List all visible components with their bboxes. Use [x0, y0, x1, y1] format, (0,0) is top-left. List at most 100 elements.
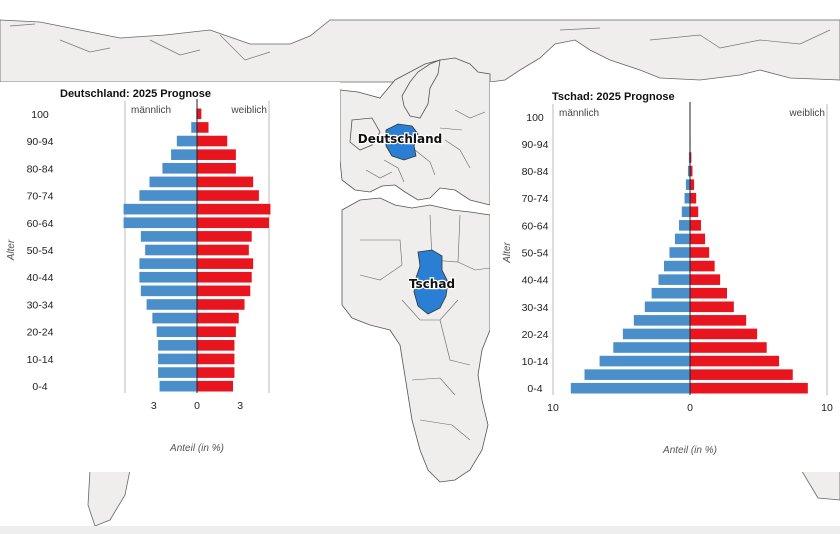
bar-female-55-59 [690, 233, 706, 245]
y-tick-label: 60-64 [522, 220, 549, 232]
y-tick-label: 40-44 [27, 272, 54, 284]
y-tick-label: 70-74 [522, 193, 549, 205]
bar-female-40-44 [197, 271, 252, 283]
y-tick-label: 0-4 [32, 381, 47, 393]
bar-female-45-49 [197, 258, 254, 269]
bar-female-5-9 [197, 367, 235, 378]
bar-female-35-39 [197, 285, 251, 297]
map-country-chad [413, 249, 449, 315]
bar-male-45-49 [139, 258, 197, 269]
bar-male-75-79 [149, 176, 197, 188]
bar-male-95-99 [191, 122, 197, 133]
bar-male-30-34 [146, 299, 197, 310]
y-tick-label: 80-84 [522, 166, 549, 178]
female-label: weiblich [230, 105, 267, 116]
x-tick-label: 10 [547, 402, 559, 414]
bar-female-15-19 [197, 340, 235, 351]
bar-male-40-44 [139, 271, 197, 283]
chart-title: Deutschland: 2025 Prognose [60, 88, 211, 100]
bar-female-85-89 [690, 152, 692, 163]
bar-female-95-99 [197, 122, 209, 133]
bar-male-50-54 [145, 244, 197, 256]
bar-male-35-39 [651, 287, 690, 299]
map-land-africa [341, 197, 491, 483]
bar-female-5-9 [690, 369, 793, 380]
bar-male-70-74 [684, 192, 690, 204]
y-tick-label: 50-54 [27, 245, 54, 257]
bar-female-35-39 [690, 287, 727, 299]
x-axis-label: Anteil (in %) [662, 445, 717, 456]
bar-female-20-24 [690, 328, 758, 340]
bar-male-55-59 [674, 233, 690, 245]
bar-male-30-34 [644, 301, 690, 313]
bar-male-85-89 [688, 152, 690, 163]
x-tick-label: 3 [151, 400, 157, 412]
y-tick-label: 20-24 [27, 327, 54, 339]
map-land-north [0, 19, 840, 83]
bar-male-45-49 [663, 260, 690, 272]
bar-male-10-14 [158, 353, 197, 365]
y-tick-label: 0-4 [527, 383, 542, 395]
y-tick-label: 60-64 [27, 218, 54, 230]
bar-female-0-4 [690, 382, 808, 394]
chart-panel-germany: Deutschland: 2025 Prognose männlich weibli… [0, 82, 340, 472]
bar-female-90-94 [197, 135, 228, 147]
y-tick-label: 90-94 [522, 139, 549, 151]
bar-male-60-64 [123, 217, 197, 229]
y-tick-label: 20-24 [522, 329, 549, 341]
male-label: männlich [131, 105, 171, 116]
bar-female-30-34 [197, 299, 245, 310]
bar-male-75-79 [685, 179, 690, 190]
bar-female-25-29 [197, 312, 239, 324]
y-tick-label: 80-84 [27, 163, 54, 175]
bar-male-80-84 [162, 162, 197, 174]
map-land-britain [349, 117, 381, 151]
bar-female-75-79 [690, 179, 695, 190]
bar-female-85-89 [197, 149, 236, 160]
bar-male-25-29 [633, 315, 690, 326]
y-tick-label: 30-34 [27, 299, 54, 311]
y-axis-label: Alter [502, 242, 513, 264]
bar-male-40-44 [658, 274, 690, 285]
bar-female-15-19 [690, 342, 767, 353]
bar-female-65-69 [197, 203, 271, 215]
bar-male-85-89 [171, 149, 197, 160]
y-tick-label: 90-94 [27, 136, 54, 148]
bar-male-50-54 [669, 247, 690, 258]
bar-male-0-4 [159, 380, 197, 392]
x-axis-label: Anteil (in %) [169, 443, 224, 454]
bar-male-15-19 [158, 340, 197, 351]
bar-male-90-94 [176, 135, 197, 147]
bar-female-75-79 [197, 176, 254, 188]
bar-male-0-4 [570, 382, 690, 394]
y-tick-label: 40-44 [522, 275, 549, 287]
x-tick-label: 0 [687, 402, 693, 414]
population-pyramid-germany: Deutschland: 2025 Prognose männlich weibli… [6, 88, 271, 454]
bar-male-15-19 [613, 342, 690, 353]
bar-female-25-29 [690, 315, 747, 326]
bar-female-30-34 [690, 301, 734, 313]
bar-female-60-64 [197, 217, 269, 229]
x-tick-label: 10 [821, 402, 833, 414]
bar-female-20-24 [197, 326, 236, 338]
y-tick-label: 50-54 [522, 248, 549, 260]
bar-female-10-14 [690, 355, 780, 367]
bar-male-65-69 [123, 203, 197, 215]
bar-male-70-74 [139, 190, 197, 201]
map-land-scandinavia [401, 59, 441, 119]
bar-male-5-9 [584, 369, 690, 380]
bar-male-55-59 [140, 231, 197, 242]
y-tick-label: 10-14 [27, 354, 54, 366]
bar-female-100 [197, 108, 202, 120]
bar-female-0-4 [197, 380, 233, 392]
bar-male-60-64 [679, 220, 690, 231]
y-axis-label: Alter [6, 239, 17, 261]
bar-female-50-54 [197, 244, 249, 256]
map-country-germany [385, 123, 419, 161]
male-label: männlich [559, 108, 599, 119]
bar-female-70-74 [197, 190, 259, 201]
bar-male-5-9 [158, 367, 197, 378]
bar-male-20-24 [156, 326, 197, 338]
bar-female-80-84 [690, 165, 693, 177]
